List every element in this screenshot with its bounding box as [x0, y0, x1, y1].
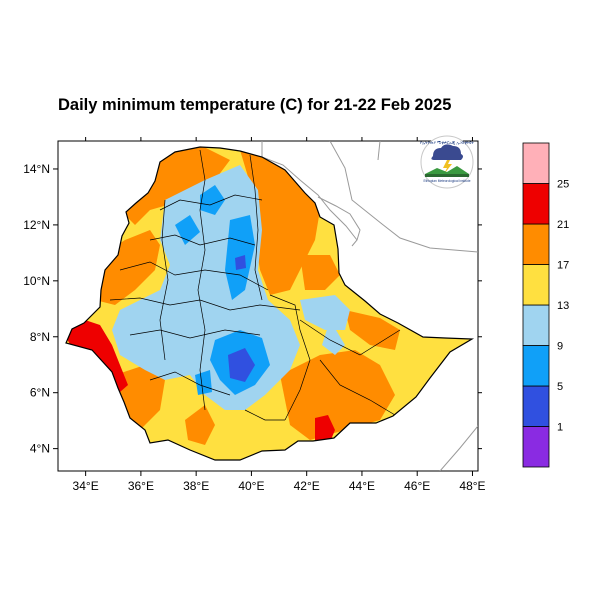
colorbar-label: 13	[557, 300, 569, 312]
zone-bale-blue	[195, 370, 212, 395]
zone-southcentral-orange	[185, 405, 215, 445]
colorbar: 1 5 9 13 17 21 25	[522, 142, 569, 468]
colorbar-bin	[522, 223, 550, 265]
logo-cloud-icon	[431, 144, 463, 160]
y-tick-label: 8°N	[30, 330, 50, 344]
x-tick-label: 36°E	[128, 479, 154, 493]
admin-line	[129, 329, 261, 339]
zone-south-orange	[280, 350, 395, 440]
colorbar-label: 21	[557, 219, 569, 231]
somalia-coast	[439, 425, 478, 471]
logo-ground	[425, 174, 469, 177]
zone-south-red	[315, 415, 335, 442]
colorbar-label: 5	[557, 381, 563, 393]
x-tick-label: 46°E	[404, 479, 430, 493]
y-tick-label: 12°N	[23, 218, 50, 232]
zone-ogaden-orange	[345, 310, 400, 350]
y-tick-label: 14°N	[23, 162, 50, 176]
colorbar-bin	[522, 304, 550, 346]
logo-top-text: የኢትዮጵያ ሚቲዎሮሎጂ ኢንስቲትዩት	[420, 140, 474, 145]
admin-line	[244, 409, 285, 421]
colorbar-bin	[522, 183, 550, 225]
djibouti-border	[317, 196, 361, 247]
admin-line	[149, 234, 256, 246]
colorbar-label: 25	[557, 179, 569, 191]
zone-west-orange	[95, 230, 160, 305]
x-tick-label: 38°E	[183, 479, 209, 493]
admin-line	[149, 371, 231, 396]
y-tick-label: 6°N	[30, 386, 50, 400]
colorbar-label: 9	[557, 341, 563, 353]
coast-upper-right	[377, 141, 381, 161]
institute-logo: የኢትዮጵያ ሚቲዎሮሎጂ ኢንስቲትዩት Ethiopian Meteorol…	[420, 135, 474, 189]
map-title: Daily minimum temperature (C) for 21-22 …	[58, 96, 452, 114]
y-axis: 4°N 6°N 8°N 10°N 12°N 14°N	[23, 162, 482, 456]
admin-boundaries	[109, 149, 401, 421]
zone-harar-lightblue	[322, 320, 345, 355]
x-tick-label: 42°E	[294, 479, 320, 493]
colorbar-bin	[522, 345, 550, 387]
y-tick-label: 4°N	[30, 442, 50, 456]
x-tick-label: 40°E	[238, 479, 264, 493]
admin-line	[269, 294, 311, 421]
x-tick-label: 48°E	[459, 479, 485, 493]
logo-bottom-text: Ethiopian Meteorological Institute	[424, 179, 471, 183]
colorbar-label: 17	[557, 260, 569, 272]
logo-landscape-icon	[425, 166, 469, 174]
colorbar-label: 1	[557, 422, 563, 434]
admin-line	[119, 261, 269, 291]
x-tick-label: 44°E	[349, 479, 375, 493]
y-tick-label: 10°N	[23, 274, 50, 288]
colorbar-bin	[522, 385, 550, 427]
admin-line	[299, 319, 401, 356]
x-axis: 34°E 36°E 38°E 40°E 42°E 44°E 46°E 48°E	[73, 137, 486, 493]
zone-east-lightblue	[300, 295, 350, 330]
admin-line	[159, 199, 169, 361]
admin-line	[249, 154, 263, 301]
colorbar-bin	[522, 264, 550, 306]
red-sea-coast	[329, 141, 478, 253]
admin-line	[319, 359, 396, 416]
zone-north-blue	[200, 185, 225, 215]
admin-line	[159, 194, 263, 211]
zone-bale-darkblue	[228, 348, 255, 382]
colorbar-bin	[522, 426, 550, 468]
colorbar-bin	[522, 142, 550, 184]
zone-north-darkblue	[235, 255, 246, 270]
admin-line	[197, 149, 206, 411]
zone-east-orange	[300, 255, 340, 290]
logo-lightning-icon	[443, 160, 452, 174]
x-tick-label: 34°E	[73, 479, 99, 493]
country-outline	[65, 146, 475, 461]
